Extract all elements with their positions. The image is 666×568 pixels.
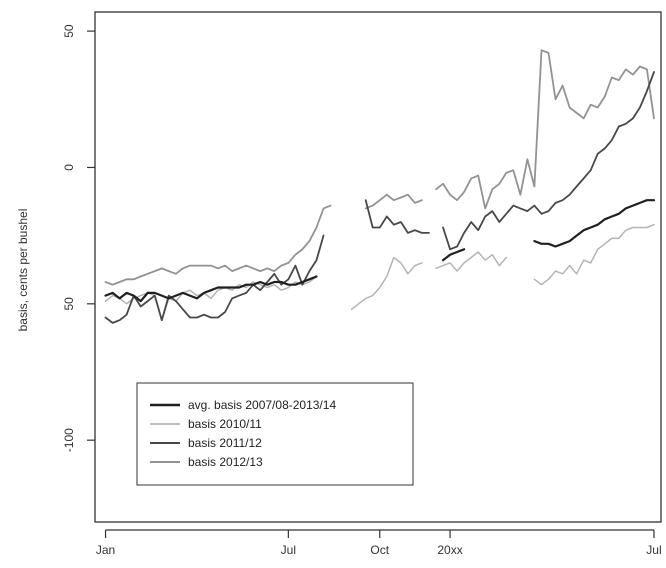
x-tick-label: Jan: [96, 543, 115, 557]
x-tick-label: Jul: [281, 543, 296, 557]
x-tick-label: 20xx: [437, 543, 462, 557]
series-line: [350, 256, 423, 311]
legend-label: basis 2011/12: [188, 436, 262, 450]
y-tick-label: 0: [62, 164, 76, 171]
series-line: [104, 204, 332, 286]
series-line: [533, 199, 656, 248]
series-line: [104, 234, 325, 324]
y-axis: 50 0 50 -100: [62, 24, 95, 452]
series-line: [364, 199, 430, 234]
legend-label: basis 2010/11: [188, 417, 262, 431]
plot-frame: [94, 11, 662, 523]
series-line: [441, 248, 466, 262]
x-tick-label: Oct: [370, 543, 389, 557]
y-axis-title: basis, cents per bushel: [16, 209, 30, 332]
x-tick-label: Jul: [646, 543, 661, 557]
legend: avg. basis 2007/08-2013/14 basis 2010/11 b…: [136, 382, 414, 486]
y-tick-label: -100: [62, 428, 76, 452]
series-line: [435, 49, 655, 210]
x-axis: Jan Jul Oct 20xx Jul: [96, 529, 662, 557]
series-line: [442, 71, 655, 251]
series-line: [104, 275, 318, 321]
series-layer: [104, 49, 656, 324]
series-line: [364, 193, 423, 210]
legend-box: [136, 382, 414, 486]
legend-label: avg. basis 2007/08-2013/14: [188, 398, 336, 412]
y-tick-label: 50: [62, 297, 76, 311]
legend-label: basis 2012/13: [188, 455, 263, 469]
series-line: [533, 223, 655, 286]
y-tick-label: 50: [62, 24, 76, 38]
series-line: [104, 275, 318, 303]
series-line: [435, 251, 508, 272]
